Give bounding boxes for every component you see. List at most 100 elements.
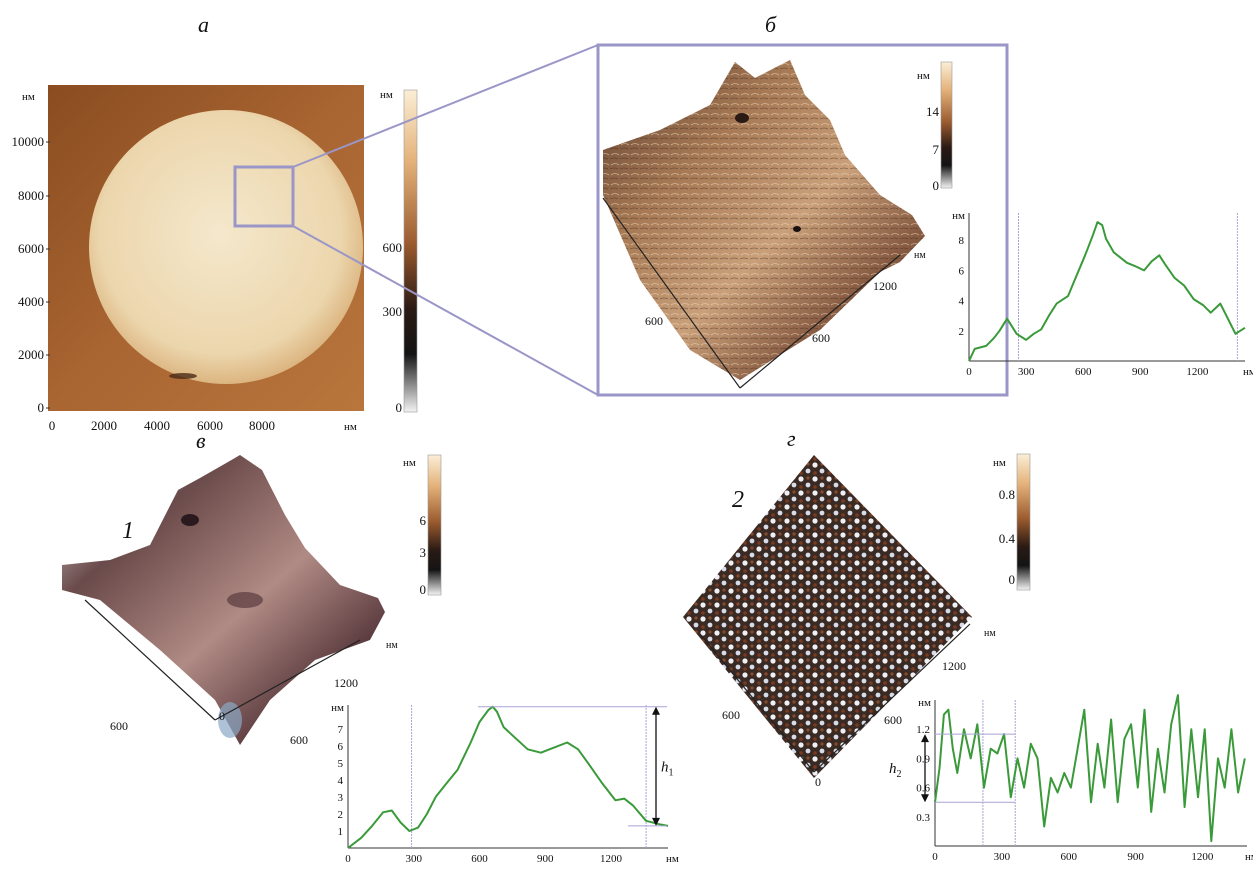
profile-y-tick: 8	[959, 235, 965, 247]
zoom-connector-bottom	[292, 225, 599, 396]
panel-b-axis-right	[739, 254, 901, 389]
profile-y-tick: 4	[338, 775, 344, 787]
profile-chart-d: нм 0.3 0.6 0.9 1.2 0 300 600 900 1200 нм h2	[889, 694, 1253, 863]
profile-x-tick: 1200	[1186, 366, 1209, 378]
profile-chart-c: нм 1 2 3 4 5 6 7 0 300 600 900 1200 нм h1	[331, 702, 679, 865]
height-arrow-head-down	[921, 794, 929, 803]
profile-y-tick: 6	[338, 741, 344, 753]
panel-a-scale-unit: нм	[380, 89, 393, 101]
profile-line	[934, 694, 1246, 843]
profile-x-tick: 0	[932, 851, 938, 863]
panel-a-scale-tick: 600	[383, 240, 403, 255]
profile-y-tick: 3	[338, 792, 344, 804]
panel-a-x-tick: 6000	[197, 418, 223, 433]
surface-3d-b-texture	[603, 60, 925, 380]
zoom-connector-top	[292, 44, 599, 168]
surface-pit-c1	[181, 514, 199, 526]
profile-x-tick: 900	[1132, 366, 1149, 378]
panel-letter-c: в	[196, 428, 206, 453]
panel-d-axis-right	[813, 623, 971, 773]
profile-y-tick: 0.9	[916, 753, 930, 765]
surface-dark-c	[227, 592, 263, 608]
profile-x-tick: 0	[966, 366, 972, 378]
sample-label-1: 1	[122, 518, 134, 544]
panel-d-axis-unit: нм	[984, 628, 996, 639]
panel-c-tick-600b: 600	[290, 733, 308, 747]
panel-letter-b: б	[765, 12, 777, 37]
profile-x-tick: 1200	[600, 853, 623, 865]
panel-a-scale-tick: 300	[383, 304, 403, 319]
panel-c-scale-ticks: 6 3 0	[420, 513, 427, 597]
height-label: h2	[889, 761, 902, 780]
panel-b-tick-600a: 600	[645, 314, 663, 328]
profile-x-tick: 300	[406, 853, 423, 865]
panel-a-color-scale	[403, 89, 418, 413]
panel-a-y-unit: нм	[22, 91, 35, 103]
profile-x-label: нм	[1245, 851, 1253, 863]
panel-d-color-scale	[1016, 453, 1031, 591]
height-arrow-head-up	[921, 734, 929, 743]
profile-x-tick: 600	[471, 853, 488, 865]
panel-b-tick-600b: 600	[812, 331, 830, 345]
height-arrow-head-up	[652, 706, 660, 715]
profile-y-tick: 1	[338, 826, 344, 838]
profile-x-tick: 600	[1075, 366, 1092, 378]
profile-chart-b: нм 2 4 6 8 0 300 600 900 1200 нм	[952, 210, 1253, 378]
profile-y-label: нм	[918, 697, 931, 709]
panel-c-scale-tick: 0	[420, 582, 427, 597]
panel-c-color-scale	[427, 454, 442, 596]
profile-y-tick: 7	[338, 724, 344, 736]
panel-d-tick-0: 0	[815, 775, 821, 789]
surface-3d-c	[62, 455, 385, 745]
panel-a-scale-tick: 0	[396, 400, 403, 415]
panel-b-axis-unit: нм	[914, 250, 926, 261]
profile-x-label: нм	[666, 853, 679, 865]
height-arrow-head-down	[652, 817, 660, 826]
profile-y-tick: 1.2	[916, 724, 930, 736]
panel-a-x-unit: нм	[344, 421, 357, 433]
panel-b: 1200 600 600 нм нм 14 7 0	[596, 43, 1009, 397]
panel-c-scale-tick: 3	[420, 545, 427, 560]
panel-letter-a: а	[198, 12, 209, 37]
profile-y-tick: 2	[959, 326, 965, 338]
panel-a-y-tick: 4000	[18, 294, 44, 309]
profile-x-tick: 600	[1060, 851, 1077, 863]
panel-d-tick-600b: 600	[884, 713, 902, 727]
panel-d-tick-1200: 1200	[942, 659, 966, 673]
panel-a-x-tick: 4000	[144, 418, 170, 433]
panel-c-scale-tick: 6	[420, 513, 427, 528]
height-label: h1	[661, 759, 674, 778]
profile-x-tick: 900	[537, 853, 554, 865]
panel-b-scale-tick: 14	[926, 104, 940, 119]
panel-c-tick-1200: 1200	[334, 676, 358, 690]
profile-y-label: нм	[952, 210, 965, 222]
surface-pit-b2	[793, 226, 801, 232]
panel-a-y-tick: 10000	[12, 134, 45, 149]
panel-b-scale-tick: 0	[933, 178, 940, 193]
panel-d-scale-tick: 0	[1009, 572, 1016, 587]
panel-d-scale-unit: нм	[993, 457, 1006, 469]
profile-line	[968, 221, 1246, 362]
profile-y-tick: 5	[338, 758, 344, 770]
profile-y-tick: 0.3	[916, 812, 930, 824]
panel-a-y-tick: 2000	[18, 347, 44, 362]
panel-a-y-ticks: 10000 8000 6000 4000 2000 0	[12, 134, 50, 415]
panel-b-scale-unit: нм	[917, 70, 930, 82]
profile-line	[347, 705, 669, 849]
panel-b-tick-1200: 1200	[873, 279, 897, 293]
panel-a-x-tick: 8000	[249, 418, 275, 433]
panel-a-x-ticks: 0 2000 4000 6000 8000	[49, 418, 275, 433]
panel-b-color-scale	[940, 61, 953, 189]
profile-x-tick: 900	[1127, 851, 1144, 863]
panel-b-scale-ticks: 14 7 0	[926, 104, 940, 193]
panel-d-scale-tick: 0.8	[999, 487, 1015, 502]
panel-d-axis-left	[699, 633, 815, 773]
profile-y-tick: 6	[959, 265, 965, 277]
profile-y-tick: 4	[959, 296, 965, 308]
panel-c-axis-left	[84, 599, 216, 721]
defect-mark	[169, 373, 197, 379]
profile-x-tick: 300	[1018, 366, 1035, 378]
panel-d-scale-ticks: 0.8 0.4 0	[999, 487, 1016, 587]
